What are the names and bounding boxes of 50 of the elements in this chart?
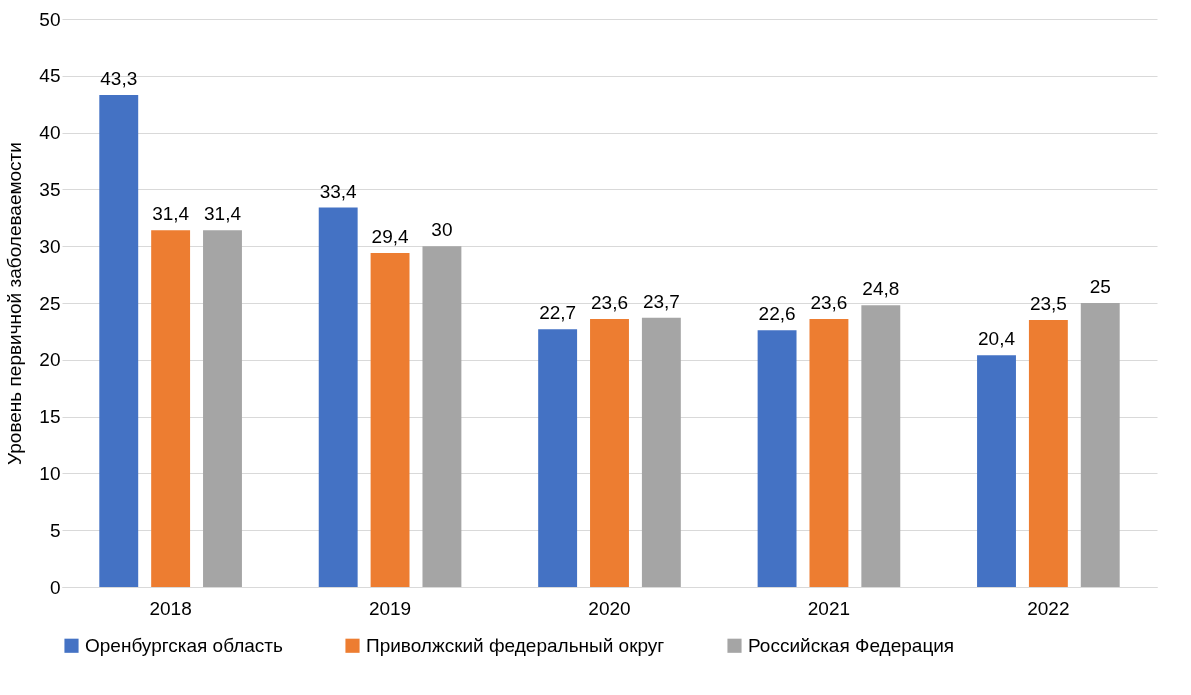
y-tick-label: 25 [39, 292, 61, 314]
data-label: 23,7 [642, 290, 680, 312]
bar [370, 253, 410, 587]
bar [977, 355, 1016, 587]
x-tick-label: 2018 [149, 597, 192, 619]
y-tick-label: 30 [39, 235, 61, 257]
data-label: 43,3 [100, 68, 138, 90]
bar [590, 318, 629, 587]
data-label: 24,8 [862, 278, 900, 300]
bar [641, 317, 681, 587]
bar [151, 230, 191, 587]
legend-label: Приволжский федеральный округ [366, 634, 665, 656]
x-tick-label: 2019 [368, 597, 412, 619]
y-tick-label: 40 [39, 122, 61, 144]
y-axis-title: Уровень первичной заболеваемости [4, 142, 26, 465]
x-tick-label: 2021 [807, 597, 851, 619]
data-label: 31,4 [204, 203, 242, 225]
data-label: 20,4 [978, 328, 1016, 350]
bar [809, 318, 849, 587]
y-tick-label: 50 [39, 8, 61, 30]
y-tick-label: 0 [49, 576, 61, 598]
y-tick-label: 10 [39, 462, 61, 484]
data-label: 23,6 [810, 291, 848, 313]
data-label: 25 [1089, 276, 1111, 297]
bar [538, 329, 578, 587]
bar [422, 246, 462, 587]
y-tick-label: 35 [39, 178, 61, 200]
data-label: 23,5 [1029, 293, 1067, 315]
x-tick-label: 2020 [588, 597, 631, 619]
bar [757, 330, 797, 587]
data-label: 31,4 [152, 203, 190, 225]
legend-label: Оренбургская область [85, 634, 284, 656]
y-tick-label: 20 [39, 349, 61, 371]
y-tick-label: 5 [49, 519, 61, 541]
bar [1080, 303, 1120, 587]
bar [318, 207, 358, 587]
bar [203, 230, 242, 587]
data-label: 33,4 [319, 180, 358, 202]
x-tick-label: 2022 [1027, 597, 1070, 619]
y-tick-label: 15 [39, 406, 61, 428]
bar [1028, 320, 1068, 587]
bar [99, 95, 139, 587]
data-label: 22,6 [758, 303, 796, 325]
data-label: 29,4 [371, 226, 409, 248]
y-tick-label: 45 [39, 65, 61, 87]
data-label: 23,6 [591, 291, 628, 313]
data-label: 22,7 [539, 302, 577, 324]
data-label: 30 [431, 219, 453, 241]
bar [861, 305, 901, 587]
legend-label: Российская Федерация [748, 634, 955, 656]
